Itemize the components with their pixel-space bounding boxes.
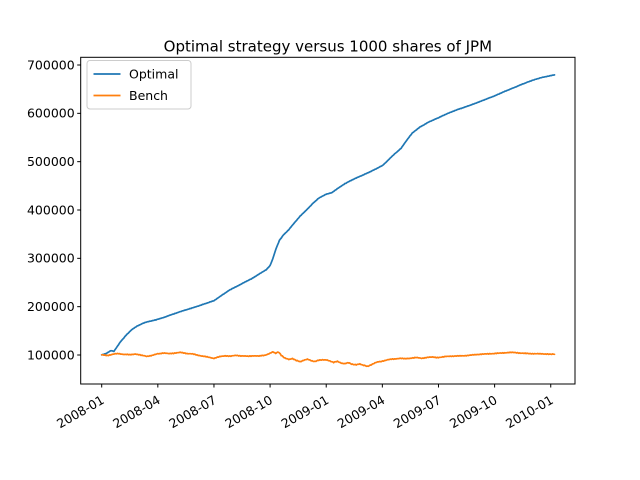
x-tick-label: 2009-04 — [335, 392, 388, 431]
x-axis-ticks: 2008-01 2008-04 2008-07 2008-10 2009-01 2009-… — [54, 384, 556, 431]
y-tick-label: 700000 — [27, 57, 75, 72]
optimal-line — [100, 74, 556, 356]
x-tick-label: 2010-01 — [503, 392, 556, 431]
y-tick-label: 100000 — [27, 347, 75, 362]
y-tick-label: 600000 — [27, 106, 75, 121]
legend-label-bench: Bench — [129, 88, 168, 103]
x-tick-label: 2009-10 — [447, 392, 500, 431]
bench-line — [100, 350, 556, 368]
legend-box — [86, 60, 192, 110]
legend: Optimal Bench — [86, 60, 192, 110]
y-tick-label: 300000 — [27, 251, 75, 266]
x-tick-label: 2008-01 — [54, 392, 107, 431]
series-lines — [100, 74, 556, 368]
chart-title: Optimal strategy versus 1000 shares of J… — [164, 38, 492, 56]
y-axis-ticks: 100000 200000 300000 400000 500000 600000 7000… — [27, 57, 81, 362]
y-tick-label: 400000 — [27, 202, 75, 217]
x-tick-label: 2008-10 — [222, 392, 275, 431]
x-tick-label: 2009-07 — [391, 392, 444, 431]
plot-area — [80, 56, 576, 385]
y-tick-label: 200000 — [27, 299, 75, 314]
y-tick-label: 500000 — [27, 154, 75, 169]
x-tick-label: 2008-07 — [166, 392, 219, 431]
x-tick-label: 2008-04 — [110, 392, 163, 431]
legend-label-optimal: Optimal — [129, 67, 178, 82]
x-tick-label: 2009-01 — [278, 392, 331, 431]
